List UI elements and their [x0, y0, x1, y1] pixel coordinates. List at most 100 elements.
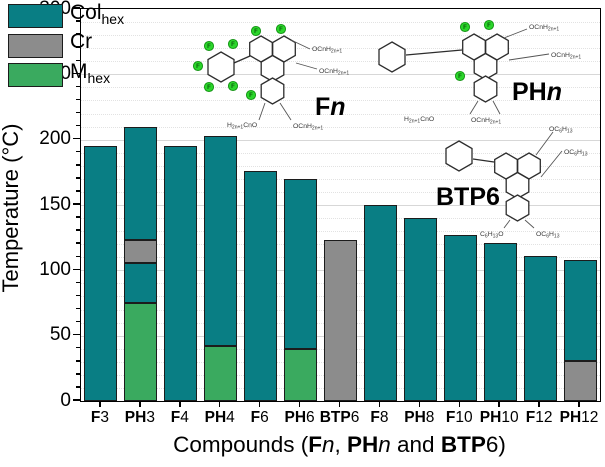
fluorine-atom: F [459, 21, 471, 33]
y-tick-90 [76, 281, 80, 284]
fluorine-letter: F [249, 93, 253, 99]
x-axis-title-segment: BTP [440, 432, 486, 457]
y-tick-60 [76, 320, 80, 323]
y-tick-20 [76, 373, 80, 375]
y-tick-260 [76, 59, 80, 62]
fluorine-letter: F [207, 85, 211, 91]
y-tick-240 [76, 85, 80, 88]
bond [469, 100, 479, 115]
plot-area [80, 8, 601, 402]
x-tick-label-PH12: PH12 [559, 409, 599, 426]
gridline-minor-230 [81, 100, 600, 102]
bar-segment-PH3-Col_hex [124, 262, 158, 303]
y-tick-label-150: 150 [39, 193, 71, 215]
y-tick-140 [76, 216, 80, 218]
bond [503, 28, 528, 39]
y-tick-220 [76, 111, 80, 114]
bond [405, 49, 463, 56]
x-tick-label-F12: F12 [525, 409, 553, 426]
y-tick-130 [76, 229, 80, 231]
substituent-label: OCnH2n+1​ [293, 123, 323, 132]
substituent-label: OCnH2n+1​ [529, 24, 559, 33]
x-tick-F4 [179, 401, 181, 407]
substituent-label: OCnH2n+1​ [312, 46, 342, 55]
x-axis-title-segment: ) [498, 432, 506, 457]
fluorine-letter: F [463, 25, 467, 31]
y-tick-160 [76, 190, 80, 192]
legend-swatch-colhex [8, 4, 63, 28]
fluorine-atom: F [192, 60, 204, 72]
gridline-minor-260 [81, 61, 600, 63]
y-tick-label-100: 100 [39, 258, 71, 280]
fluorine-letter: F [196, 64, 200, 70]
gridline-minor-290 [81, 22, 600, 24]
fluorine-atom: F [245, 89, 257, 101]
y-tick-270 [76, 46, 80, 48]
benzene-ring [473, 75, 498, 103]
y-tick-label-200: 200 [39, 128, 71, 150]
bar-segment-PH6-Col_hex [284, 178, 318, 349]
bar-segment-F4-Col_hex [164, 146, 198, 401]
x-axis-title-segment: , [334, 432, 347, 457]
x-tick-label-F10: F10 [445, 409, 473, 426]
fluorine-atom: F [227, 80, 239, 92]
x-tick-label-PH6: PH6 [284, 409, 315, 426]
x-tick-F12 [538, 401, 540, 407]
structure-name-btp6: BTP6 [436, 183, 500, 211]
fluorine-letter: F [231, 42, 235, 48]
y-tick-250 [73, 72, 80, 75]
x-tick-label-F4: F4 [170, 409, 189, 426]
x-tick-label-PH8: PH8 [404, 409, 435, 426]
x-axis-title-segment: F [308, 432, 322, 457]
y-tick-label-0: 0 [60, 389, 71, 411]
y-tick-290 [76, 20, 80, 22]
substituent-label: OC6​H13​ [564, 149, 588, 158]
x-axis-title: Compounds (Fn, PHn and BTP6) [80, 432, 599, 458]
y-tick-150 [73, 203, 80, 205]
fluorine-atom: F [227, 38, 239, 50]
x-tick-PH10 [498, 401, 500, 407]
gridline-major-250 [81, 74, 600, 76]
bar-segment-PH10-Col_hex [483, 242, 517, 401]
x-tick-label-F3: F3 [90, 409, 109, 426]
gridline-minor-160 [81, 191, 600, 193]
y-tick-200 [73, 137, 80, 140]
x-tick-F3 [99, 401, 101, 407]
legend-item-cr: Cr [8, 30, 124, 58]
x-tick-PH6 [298, 401, 301, 407]
gridline-minor-210 [81, 126, 600, 128]
legend-swatch-cr [8, 33, 63, 58]
legend-label-colhex: Colhex [70, 0, 125, 28]
bond [233, 55, 251, 64]
y-tick-70 [76, 307, 80, 310]
gridline-minor-130 [81, 231, 600, 233]
x-tick-label-F6: F6 [250, 409, 269, 426]
fluorine-atom: F [275, 23, 287, 35]
x-axis-title-segment: n [378, 432, 391, 457]
bar-segment-F10-Col_hex [443, 235, 477, 401]
legend-swatch-mhex [8, 63, 63, 87]
fluorine-letter: F [458, 74, 462, 80]
x-tick-F8 [378, 401, 381, 407]
bond [472, 158, 495, 163]
legend-label-cr: Cr [70, 30, 93, 54]
x-tick-PH8 [418, 401, 421, 407]
y-tick-0 [73, 399, 80, 401]
y-tick-170 [76, 177, 80, 179]
gridline-minor-240 [81, 87, 600, 89]
legend-item-mhex: Mhex [8, 61, 124, 87]
bar-segment-PH8-Col_hex [403, 218, 437, 401]
bar-segment-PH3-M_hex [124, 303, 158, 401]
y-tick-40 [76, 346, 80, 349]
gridline-minor-280 [81, 35, 600, 37]
benzene-ring [445, 140, 473, 172]
gridline-minor-190 [81, 152, 600, 154]
y-tick-120 [76, 242, 80, 244]
bar-segment-PH3-Cr [124, 240, 158, 263]
fluorine-letter: F [279, 27, 283, 33]
y-tick-30 [76, 360, 80, 362]
fluorine-atom: F [483, 19, 495, 31]
y-tick-50 [73, 333, 80, 336]
benzene-ring [260, 77, 285, 105]
fluorine-atom: F [454, 70, 466, 82]
